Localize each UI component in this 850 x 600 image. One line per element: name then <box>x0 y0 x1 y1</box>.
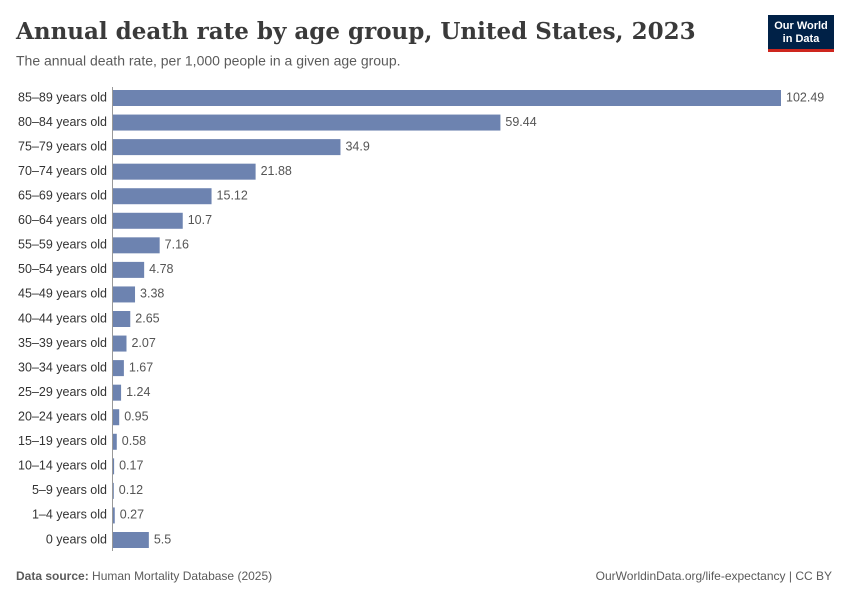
value-label: 10.7 <box>188 213 212 227</box>
y-tick-label: 20–24 years old <box>18 410 107 424</box>
bar <box>113 212 183 229</box>
value-label: 7.16 <box>165 238 189 252</box>
value-label: 0.27 <box>120 508 144 522</box>
bar <box>113 114 501 131</box>
bar <box>113 482 114 499</box>
logo[interactable]: Our World in Data <box>768 15 834 52</box>
bar <box>113 409 120 426</box>
footer-source: Data source: Human Mortality Database (2… <box>16 569 272 583</box>
value-label: 0.17 <box>119 459 143 473</box>
y-tick-label: 75–79 years old <box>18 139 107 153</box>
bar <box>113 311 131 327</box>
bar <box>113 261 145 278</box>
bar <box>113 384 122 401</box>
bar <box>113 237 160 254</box>
chart-title: Annual death rate by age group, United S… <box>15 18 696 45</box>
value-label: 0.95 <box>124 410 148 424</box>
bar <box>113 433 117 450</box>
bar <box>113 188 212 205</box>
bar <box>113 360 124 377</box>
value-label: 5.5 <box>154 532 171 546</box>
y-tick-label: 55–59 years old <box>18 238 107 252</box>
logo-text: Our World <box>774 20 828 32</box>
y-tick-label: 50–54 years old <box>18 262 107 276</box>
bar <box>113 532 149 548</box>
bar <box>113 286 136 303</box>
value-label: 0.12 <box>119 483 143 497</box>
y-tick-label: 65–69 years old <box>18 189 107 203</box>
y-tick-label: 60–64 years old <box>18 213 107 227</box>
logo-stripe <box>768 49 834 52</box>
y-tick-label: 45–49 years old <box>18 287 107 301</box>
y-tick-label: 80–84 years old <box>18 115 107 129</box>
y-tick-label: 0 years old <box>46 532 107 546</box>
value-label: 15.12 <box>217 189 248 203</box>
value-label: 102.49 <box>786 90 824 104</box>
bar <box>113 90 781 106</box>
bar <box>113 335 127 352</box>
source: Human Mortality Database (2025) <box>92 569 272 583</box>
value-label: 21.88 <box>261 164 292 178</box>
y-tick-label: 30–34 years old <box>18 360 107 374</box>
value-label: 34.9 <box>345 139 369 153</box>
value-label: 2.07 <box>131 336 155 350</box>
y-tick-label: 15–19 years old <box>18 434 107 448</box>
y-tick-label: 35–39 years old <box>18 336 107 350</box>
y-tick-label: 85–89 years old <box>18 90 107 104</box>
value-label: 3.38 <box>140 287 164 301</box>
bar <box>113 163 256 180</box>
y-tick-label: 10–14 years old <box>18 459 107 473</box>
bar <box>113 458 115 475</box>
value-label: 1.67 <box>129 360 153 374</box>
chart-subtitle: The annual death rate, per 1,000 people … <box>16 53 401 69</box>
y-tick-label: 25–29 years old <box>18 385 107 399</box>
bar <box>113 139 341 156</box>
bar <box>113 507 115 524</box>
value-label: 59.44 <box>505 115 536 129</box>
logo-text: in Data <box>783 33 821 45</box>
value-label: 2.65 <box>135 311 159 325</box>
logo-box <box>768 15 834 52</box>
value-label: 4.78 <box>149 262 173 276</box>
y-tick-label: 40–44 years old <box>18 311 107 325</box>
footer-url[interactable]: OurWorldinData.org/life-expectancy | CC … <box>596 569 832 583</box>
y-tick-label: 1–4 years old <box>32 508 107 522</box>
source-label: Data source: <box>16 569 89 583</box>
y-tick-label: 5–9 years old <box>32 483 107 497</box>
value-label: 1.24 <box>126 385 150 399</box>
y-tick-label: 70–74 years old <box>18 164 107 178</box>
value-label: 0.58 <box>122 434 146 448</box>
